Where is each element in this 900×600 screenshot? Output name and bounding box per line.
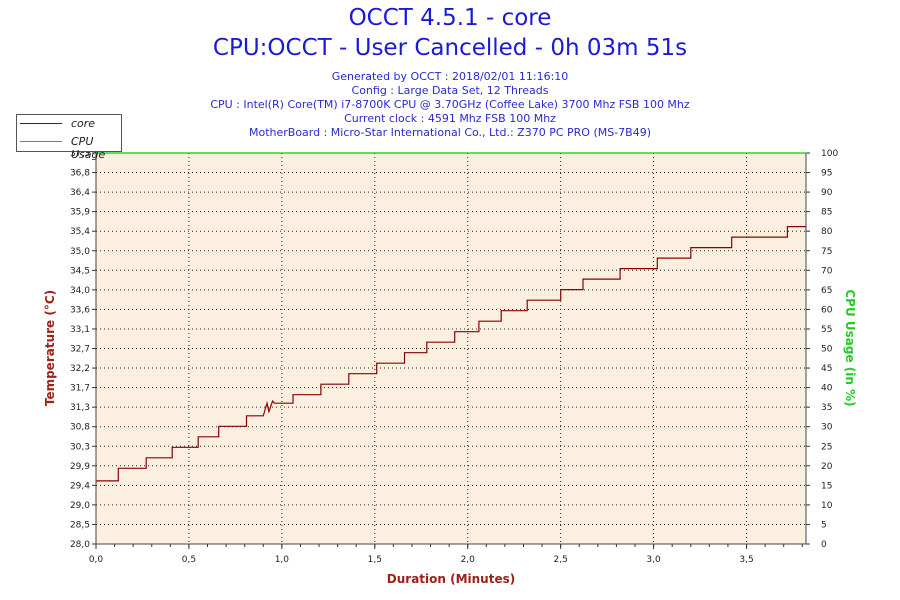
- x-tick-label: 0,0: [89, 555, 104, 565]
- y2-axis-title: CPU Usage (in %): [843, 289, 857, 406]
- y2-tick-label: 5: [821, 520, 827, 530]
- y2-tick-label: 80: [821, 227, 833, 237]
- info-config: Config : Large Data Set, 12 Threads: [351, 84, 549, 97]
- y2-tick-label: 15: [821, 481, 832, 491]
- y-tick-label: 36,8: [70, 169, 90, 179]
- x-tick-label: 3,0: [646, 555, 661, 565]
- y2-tick-label: 25: [821, 442, 832, 452]
- info-generated: Generated by OCCT : 2018/02/01 11:16:10: [331, 70, 569, 83]
- y-tick-label: 33,1: [70, 325, 90, 335]
- y2-tick-label: 30: [821, 423, 833, 433]
- legend-swatch-core: [20, 123, 62, 124]
- y2-tick-label: 60: [821, 305, 833, 315]
- y-axis-title: Temperature (°C): [43, 290, 57, 406]
- y2-tick-label: 45: [821, 364, 832, 374]
- x-tick-label: 2,5: [553, 555, 567, 565]
- y-tick-label: 35,9: [70, 208, 90, 218]
- series-line-core: [96, 226, 806, 482]
- y2-tick-label: 0: [821, 540, 827, 550]
- x-tick-label: 1,5: [368, 555, 382, 565]
- y-tick-label: 36,4: [70, 188, 90, 198]
- x-tick-label: 0,5: [182, 555, 196, 565]
- y2-tick-label: 55: [821, 325, 832, 335]
- legend-label-core: core: [71, 117, 96, 130]
- y-tick-label: 37,3: [70, 149, 90, 159]
- x-tick-label: 3,5: [739, 555, 753, 565]
- chart-title: OCCT 4.5.1 - core: [348, 5, 552, 31]
- y-tick-label: 31,3: [70, 403, 90, 413]
- y-tick-label: 35,0: [70, 247, 90, 257]
- y-tick-label: 29,9: [70, 462, 90, 472]
- y2-tick-label: 90: [821, 188, 833, 198]
- y-tick-label: 33,6: [70, 305, 90, 315]
- y-tick-label: 30,8: [70, 423, 90, 433]
- info-cpu: CPU : Intel(R) Core(TM) i7-8700K CPU @ 3…: [210, 98, 690, 111]
- y-tick-label: 35,4: [70, 227, 90, 237]
- legend-label-cpu-usage: CPU Usage: [71, 135, 106, 161]
- axes: 28,0 28,5 29,0 29,4 29,9 30,3 30,8 31,3 31,7 32,2…: [70, 149, 838, 565]
- y-tick-label: 32,7: [70, 345, 90, 355]
- y2-tick-label: 85: [821, 208, 832, 218]
- y-tick-label: 30,3: [70, 442, 90, 452]
- info-motherboard: MotherBoard : Micro-Star International C…: [248, 126, 652, 139]
- legend-swatch-cpu-usage: [20, 141, 62, 142]
- legend-item-core: core: [17, 115, 121, 133]
- y-tick-label: 34,5: [70, 266, 90, 276]
- y2-tick-label: 75: [821, 247, 832, 257]
- x-tick-label: 2,0: [461, 555, 476, 565]
- y2-tick-label: 95: [821, 169, 832, 179]
- y2-tick-label: 10: [821, 501, 833, 511]
- y-tick-label: 31,7: [70, 384, 90, 394]
- y2-tick-label: 100: [821, 149, 838, 159]
- y-tick-label: 32,2: [70, 364, 90, 374]
- info-clock: Current clock : 4591 Mhz FSB 100 Mhz: [344, 112, 556, 125]
- y-tick-label: 28,0: [70, 540, 90, 550]
- legend: core CPU Usage: [16, 114, 122, 161]
- y-tick-label: 28,5: [70, 520, 90, 530]
- y2-tick-label: 50: [821, 345, 833, 355]
- y-tick-label: 34,0: [70, 286, 90, 296]
- y2-tick-label: 35: [821, 403, 832, 413]
- y2-tick-label: 70: [821, 266, 833, 276]
- y-tick-label: 29,0: [70, 501, 90, 511]
- y2-tick-label: 65: [821, 286, 832, 296]
- y-tick-label: 29,4: [70, 481, 90, 491]
- legend-item-cpu-usage: CPU Usage: [17, 133, 121, 161]
- y2-tick-label: 20: [821, 462, 833, 472]
- y2-tick-label: 40: [821, 384, 833, 394]
- chart-subtitle: CPU:OCCT - User Cancelled - 0h 03m 51s: [212, 35, 688, 61]
- plot-area: [96, 153, 806, 544]
- x-tick-label: 1,0: [275, 555, 290, 565]
- series-lines: [96, 152, 806, 482]
- x-axis-title: Duration (Minutes): [387, 572, 515, 586]
